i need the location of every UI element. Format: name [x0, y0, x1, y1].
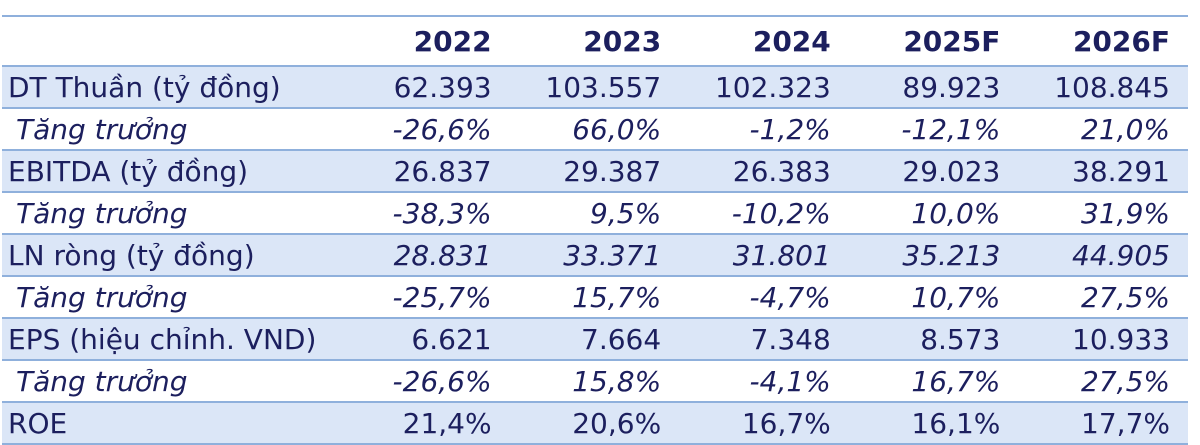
cell-value: 16,7% — [848, 359, 1019, 402]
cell-value: 38.291 — [1018, 149, 1188, 192]
table-row: Tăng trưởng -38,3% 9,5% -10,2% 10,0% 31,9% — [2, 191, 1188, 234]
cell-value: 16,1% — [848, 401, 1019, 445]
cell-value: 44.905 — [1018, 233, 1188, 276]
header-cell-2025f: 2025F — [903, 24, 1001, 58]
cell-value: 9,5% — [509, 191, 680, 234]
table-body: DT Thuần (tỷ đồng) 62.393 103.557 102.323 89… — [2, 65, 1188, 445]
table-row: EBITDA (tỷ đồng) 26.837 29.387 26.383 29.023… — [2, 149, 1188, 192]
cell-value: 62.393 — [340, 65, 510, 108]
cell-value: 8.573 — [848, 317, 1019, 360]
cell-value: 17,7% — [1018, 401, 1188, 445]
cell-value: 7.664 — [509, 317, 680, 360]
header-cell-2024: 2024 — [752, 24, 831, 58]
row-label: LN ròng (tỷ đồng) — [2, 233, 340, 276]
row-label: DT Thuần (tỷ đồng) — [2, 65, 340, 108]
cell-value: 27,5% — [1018, 359, 1188, 402]
cell-value: 31,9% — [1018, 191, 1188, 234]
row-label: EPS (hiệu chỉnh. VND) — [2, 317, 340, 360]
row-label: Tăng trưởng — [2, 191, 340, 234]
cell-value: -26,6% — [340, 359, 510, 402]
table-row: DT Thuần (tỷ đồng) 62.393 103.557 102.323 89… — [2, 65, 1188, 108]
cell-value: 108.845 — [1018, 65, 1188, 108]
cell-value: 6.621 — [340, 317, 510, 360]
row-label: Tăng trưởng — [2, 275, 340, 318]
row-label: ROE — [2, 401, 340, 445]
table-row: Tăng trưởng -26,6% 66,0% -1,2% -12,1% 21,0% — [2, 107, 1188, 150]
cell-value: 21,0% — [1018, 107, 1188, 150]
cell-value: 35.213 — [848, 233, 1019, 276]
cell-value: 33.371 — [509, 233, 680, 276]
cell-value: 10,0% — [848, 191, 1019, 234]
cell-value: 21,4% — [340, 401, 510, 445]
cell-value: 15,7% — [509, 275, 680, 318]
cell-value: 27,5% — [1018, 275, 1188, 318]
financial-summary-table-container: 2022 2023 2024 2025F 2026F DT Thuần (tỷ … — [0, 15, 1190, 445]
cell-value: 31.801 — [679, 233, 849, 276]
cell-value: 66,0% — [509, 107, 680, 150]
row-label: EBITDA (tỷ đồng) — [2, 149, 340, 192]
cell-value: 10.933 — [1018, 317, 1188, 360]
cell-value: 29.387 — [509, 149, 680, 192]
cell-value: 29.023 — [848, 149, 1019, 192]
header-cell-2026f: 2026F — [1072, 24, 1170, 58]
cell-value: -25,7% — [340, 275, 510, 318]
cell-value: 26.837 — [340, 149, 510, 192]
table-row: LN ròng (tỷ đồng) 28.831 33.371 31.801 35.21… — [2, 233, 1188, 276]
cell-value: 7.348 — [679, 317, 849, 360]
cell-value: 15,8% — [509, 359, 680, 402]
cell-value: -10,2% — [679, 191, 849, 234]
cell-value: -12,1% — [848, 107, 1019, 150]
cell-value: 16,7% — [679, 401, 849, 445]
cell-value: -4,7% — [679, 275, 849, 318]
table-row: ROE 21,4% 20,6% 16,7% 16,1% 17,7% — [2, 401, 1188, 445]
row-label: Tăng trưởng — [2, 359, 340, 402]
table-row: EPS (hiệu chỉnh. VND) 6.621 7.664 7.348 8.57… — [2, 317, 1188, 360]
cell-value: 89.923 — [848, 65, 1019, 108]
table-header: 2022 2023 2024 2025F 2026F — [2, 16, 1188, 66]
cell-value: -26,6% — [340, 107, 510, 150]
cell-value: -4,1% — [679, 359, 849, 402]
financial-summary-table: 2022 2023 2024 2025F 2026F DT Thuần (tỷ … — [2, 15, 1188, 445]
table-row: Tăng trưởng -26,6% 15,8% -4,1% 16,7% 27,5% — [2, 359, 1188, 402]
row-label: Tăng trưởng — [2, 107, 340, 150]
header-row: 2022 2023 2024 2025F 2026F — [2, 16, 1188, 66]
cell-value: 103.557 — [509, 65, 680, 108]
cell-value: -1,2% — [679, 107, 849, 150]
header-cell-2023: 2023 — [583, 24, 662, 58]
table-row: Tăng trưởng -25,7% 15,7% -4,7% 10,7% 27,5% — [2, 275, 1188, 318]
header-cell-2022: 2022 — [413, 24, 492, 58]
cell-value: 26.383 — [679, 149, 849, 192]
cell-value: -38,3% — [340, 191, 510, 234]
cell-value: 102.323 — [679, 65, 849, 108]
cell-value: 28.831 — [340, 233, 510, 276]
header-cell-label — [2, 16, 340, 66]
cell-value: 20,6% — [509, 401, 680, 445]
cell-value: 10,7% — [848, 275, 1019, 318]
